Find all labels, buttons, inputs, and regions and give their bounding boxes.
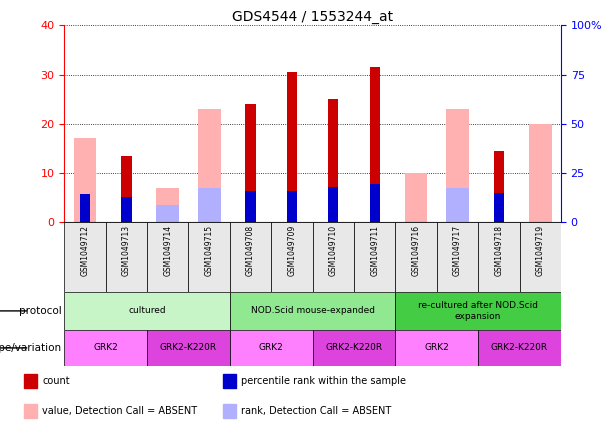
Text: count: count <box>42 376 70 386</box>
Bar <box>395 292 561 330</box>
Text: GSM1049712: GSM1049712 <box>80 225 89 276</box>
Text: genotype/variation: genotype/variation <box>0 343 61 353</box>
Text: GRK2-K220R: GRK2-K220R <box>491 343 548 352</box>
Bar <box>121 156 132 222</box>
Bar <box>436 222 478 292</box>
Bar <box>156 188 179 222</box>
Bar <box>64 292 230 330</box>
Bar <box>105 222 147 292</box>
Bar <box>405 173 427 222</box>
Bar <box>271 222 313 292</box>
Bar <box>287 191 297 222</box>
Text: GRK2: GRK2 <box>259 343 284 352</box>
Text: GSM1049719: GSM1049719 <box>536 225 545 276</box>
Bar <box>287 72 297 222</box>
Bar <box>446 109 469 222</box>
Text: GRK2-K220R: GRK2-K220R <box>326 343 383 352</box>
Bar <box>328 99 338 222</box>
Text: GSM1049710: GSM1049710 <box>329 225 338 276</box>
Text: GSM1049709: GSM1049709 <box>287 225 297 276</box>
Bar <box>25 374 37 388</box>
Bar <box>223 404 236 418</box>
Bar <box>230 292 395 330</box>
Text: re-cultured after NOD.Scid
expansion: re-cultured after NOD.Scid expansion <box>418 301 538 321</box>
Text: NOD.Scid mouse-expanded: NOD.Scid mouse-expanded <box>251 306 375 316</box>
Bar <box>493 192 504 222</box>
Text: value, Detection Call = ABSENT: value, Detection Call = ABSENT <box>42 406 197 416</box>
Text: GSM1049718: GSM1049718 <box>494 225 503 276</box>
Bar <box>147 222 189 292</box>
Text: GRK2: GRK2 <box>424 343 449 352</box>
Bar <box>313 330 395 366</box>
Bar <box>189 222 230 292</box>
Text: GRK2: GRK2 <box>93 343 118 352</box>
Bar <box>74 138 96 222</box>
Bar <box>529 124 552 222</box>
Bar <box>156 205 179 222</box>
Bar <box>25 404 37 418</box>
Bar <box>328 187 338 222</box>
Bar <box>395 222 436 292</box>
Bar <box>493 151 504 222</box>
Text: GSM1049713: GSM1049713 <box>122 225 131 276</box>
Bar <box>245 104 256 222</box>
Text: cultured: cultured <box>128 306 166 316</box>
Bar <box>395 330 478 366</box>
Text: percentile rank within the sample: percentile rank within the sample <box>240 376 406 386</box>
Bar <box>147 330 230 366</box>
Text: GSM1049716: GSM1049716 <box>411 225 421 276</box>
Bar <box>230 330 313 366</box>
Bar <box>478 330 561 366</box>
Title: GDS4544 / 1553244_at: GDS4544 / 1553244_at <box>232 10 393 25</box>
Bar <box>64 222 105 292</box>
Bar <box>478 222 519 292</box>
Bar <box>198 109 221 222</box>
Text: GSM1049714: GSM1049714 <box>163 225 172 276</box>
Bar <box>245 191 256 222</box>
Bar <box>223 374 236 388</box>
Bar <box>64 330 147 366</box>
Text: GSM1049711: GSM1049711 <box>370 225 379 276</box>
Text: protocol: protocol <box>18 306 61 316</box>
Bar <box>354 222 395 292</box>
Text: GSM1049708: GSM1049708 <box>246 225 255 276</box>
Bar <box>520 222 561 292</box>
Bar <box>313 222 354 292</box>
Bar <box>80 194 90 222</box>
Text: GSM1049715: GSM1049715 <box>205 225 214 276</box>
Bar <box>370 184 380 222</box>
Text: GRK2-K220R: GRK2-K220R <box>160 343 217 352</box>
Bar <box>230 222 271 292</box>
Bar <box>121 197 132 222</box>
Text: rank, Detection Call = ABSENT: rank, Detection Call = ABSENT <box>240 406 391 416</box>
Text: GSM1049717: GSM1049717 <box>453 225 462 276</box>
Bar <box>370 67 380 222</box>
Bar <box>198 188 221 222</box>
Bar <box>446 188 469 222</box>
